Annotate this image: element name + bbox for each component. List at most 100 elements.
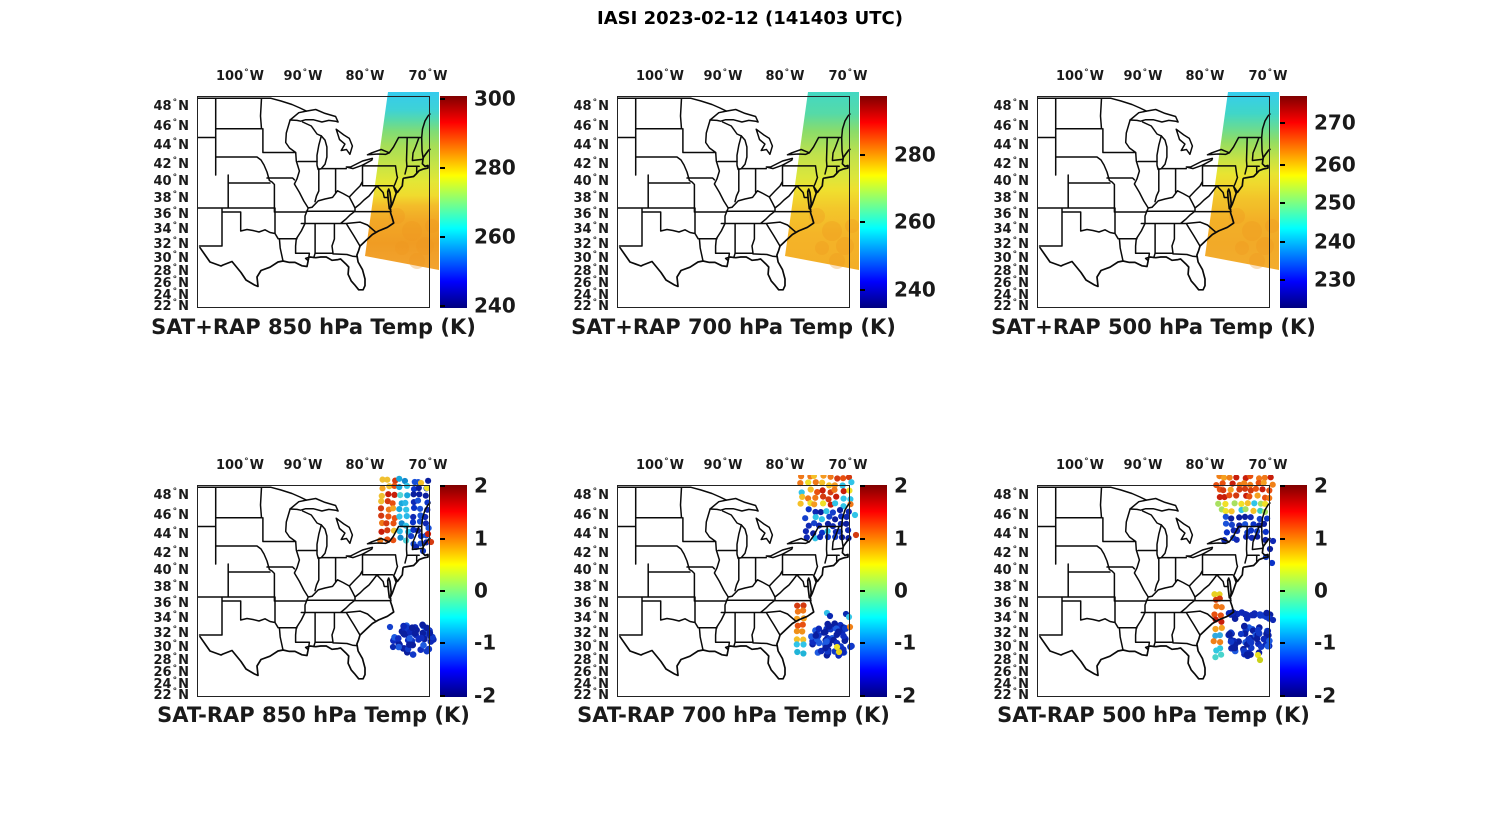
lat-tick-label: 42°N — [553, 156, 609, 172]
data-dot — [1247, 639, 1255, 646]
lat-tick-label: 32°N — [133, 625, 189, 641]
degree-symbol: ° — [1012, 638, 1018, 649]
lat-value: 40 — [573, 563, 592, 578]
data-dot — [1257, 643, 1265, 650]
data-dot — [812, 514, 819, 521]
lat-suffix: N — [1018, 99, 1029, 114]
lon-suffix: W — [308, 458, 323, 473]
data-dot — [793, 636, 800, 643]
lat-suffix: N — [178, 174, 189, 189]
data-dot — [1222, 508, 1229, 515]
lon-tick-label: 80°W — [330, 457, 400, 473]
lon-value: 100 — [216, 69, 244, 84]
lat-tick-label: 24°N — [973, 287, 1029, 303]
data-dot — [825, 623, 833, 630]
lat-suffix: N — [178, 157, 189, 172]
lat-tick-label: 30°N — [133, 250, 189, 266]
lat-value: 36 — [573, 207, 592, 222]
lat-suffix: N — [598, 174, 609, 189]
data-dot — [402, 499, 409, 506]
data-dot — [1260, 635, 1268, 643]
lat-value: 36 — [573, 596, 592, 611]
data-dot — [389, 643, 397, 651]
lat-suffix: N — [1018, 138, 1029, 153]
data-dot — [1211, 591, 1218, 598]
lat-tick-label: 38°N — [133, 189, 189, 206]
data-dot — [833, 493, 840, 500]
degree-symbol: ° — [1012, 249, 1018, 260]
data-dot — [1222, 500, 1229, 508]
swath-texture-blotch — [425, 219, 439, 233]
swath-texture-blotch — [815, 241, 829, 255]
lat-tick-label: 30°N — [133, 639, 189, 655]
colorbar-tick-mark — [440, 485, 445, 488]
lon-tick-label: 90°W — [268, 457, 338, 473]
panel-title-sat-plus-rap-850: SAT+RAP 850 hPa Temp (K) — [151, 315, 476, 339]
lat-tick-label: 40°N — [973, 173, 1029, 189]
degree-symbol: ° — [784, 456, 790, 467]
lat-tick-label: 22°N — [973, 298, 1029, 314]
data-dot — [418, 533, 425, 540]
lat-suffix: N — [1018, 488, 1029, 503]
lat-value: 44 — [993, 527, 1012, 542]
data-dot — [812, 632, 820, 639]
degree-symbol: ° — [172, 189, 178, 200]
data-dot — [379, 485, 386, 492]
data-dot — [848, 479, 855, 486]
colorbar-tick-mark — [440, 167, 445, 170]
data-dot — [406, 635, 413, 642]
data-dot — [1264, 642, 1272, 650]
data-dot — [1222, 520, 1230, 527]
coastline — [199, 537, 431, 680]
data-dot — [1213, 603, 1220, 610]
colorbar-sat-minus-rap-850 — [440, 485, 467, 697]
lat-tick-label: 36°N — [973, 595, 1029, 611]
data-dot — [824, 533, 831, 541]
data-dot — [803, 534, 810, 541]
lat-suffix: N — [1018, 237, 1029, 252]
lat-value: 30 — [153, 251, 172, 266]
degree-symbol: ° — [1012, 651, 1018, 662]
lat-value: 24 — [573, 288, 592, 303]
lat-tick-label: 32°N — [553, 625, 609, 641]
lat-suffix: N — [598, 640, 609, 655]
lon-suffix: W — [669, 69, 684, 84]
lon-suffix: W — [853, 69, 868, 84]
data-dot — [1262, 528, 1269, 535]
data-dot — [1256, 656, 1264, 664]
lon-tick-label: 100°W — [625, 68, 695, 84]
data-dot — [1257, 507, 1264, 514]
lat-tick-label: 26°N — [973, 275, 1029, 291]
colorbar-tick-mark — [1280, 121, 1285, 124]
lat-value: 48 — [573, 488, 592, 503]
degree-symbol: ° — [172, 506, 178, 517]
lat-value: 38 — [153, 580, 172, 595]
data-dot — [1217, 612, 1224, 619]
colorbar-tick-mark — [440, 235, 445, 238]
data-dot — [820, 500, 827, 507]
coastline — [1039, 148, 1271, 291]
colorbar-tick-label: 240 — [1314, 229, 1356, 254]
colorbar-sat-plus-rap-850 — [440, 96, 467, 308]
degree-symbol: ° — [1012, 205, 1018, 216]
lat-value: 36 — [993, 207, 1012, 222]
data-dot — [812, 508, 819, 516]
data-dot — [1246, 493, 1253, 500]
lat-value: 38 — [993, 191, 1012, 206]
data-dot — [794, 648, 801, 656]
swath-texture-blotch — [829, 253, 845, 269]
degree-symbol: ° — [1012, 262, 1018, 273]
map-sat-plus-rap-500 — [1037, 92, 1279, 308]
data-dot — [836, 507, 844, 514]
degree-symbol: ° — [172, 594, 178, 605]
lat-value: 48 — [153, 99, 172, 114]
lat-tick-label: 30°N — [973, 249, 1029, 266]
colorbar-tick-label: 240 — [894, 277, 936, 302]
lat-tick-label: 44°N — [553, 526, 609, 542]
scatter-dots — [793, 475, 859, 659]
swath-texture-blotch — [836, 237, 854, 255]
lat-suffix: N — [178, 580, 189, 595]
data-dot — [377, 505, 385, 512]
lat-suffix: N — [598, 580, 609, 595]
lat-value: 40 — [573, 174, 592, 189]
